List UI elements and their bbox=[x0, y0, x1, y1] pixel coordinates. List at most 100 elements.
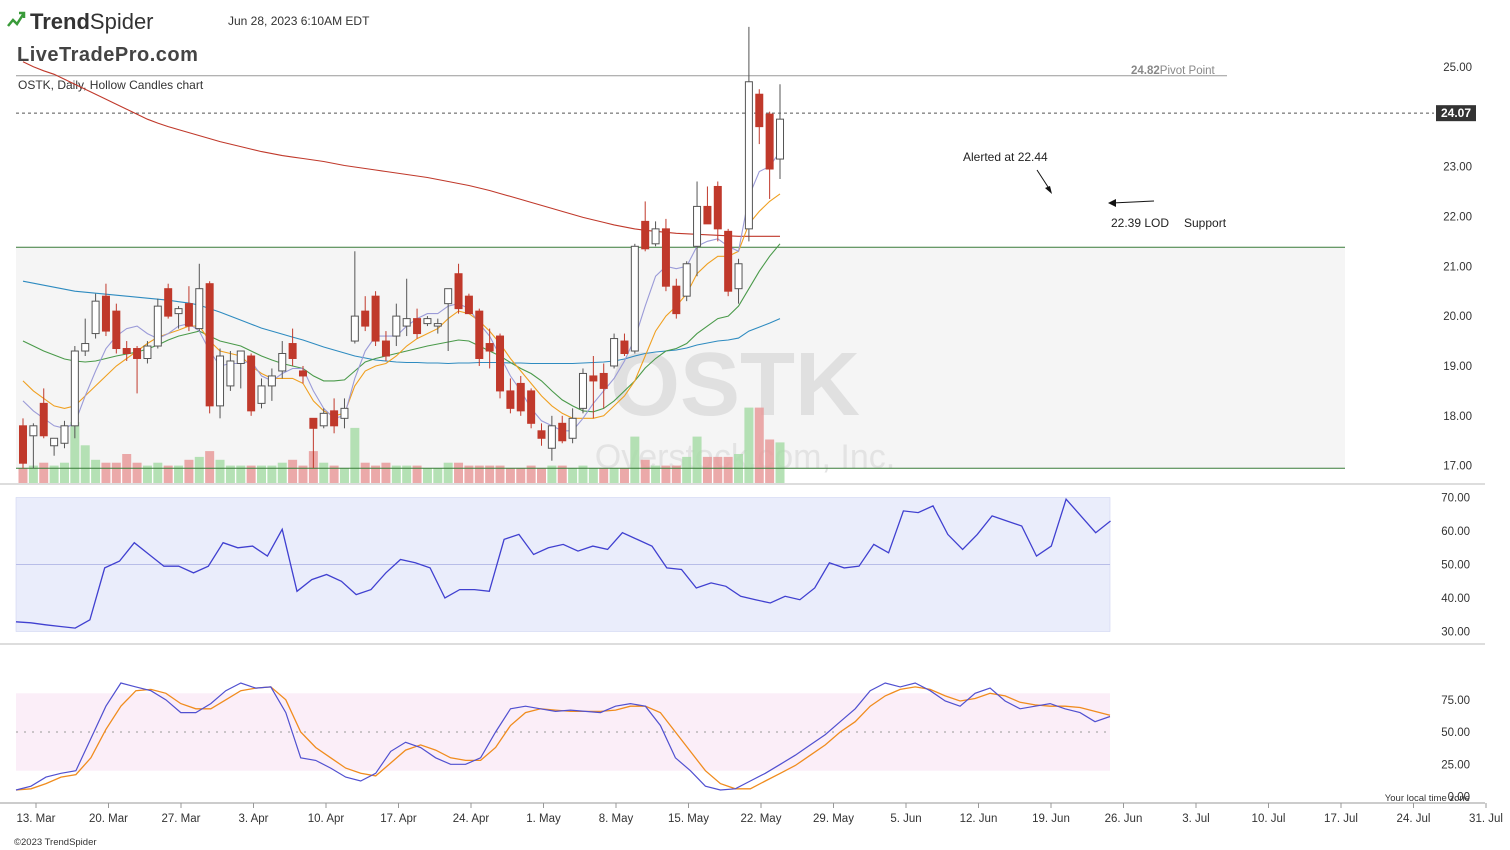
candle-body bbox=[184, 303, 193, 327]
price-panel[interactable]: OSTK Overstock.com, Inc. 24.82Pivot Poin… bbox=[16, 26, 1476, 483]
brand-prefix: Trend bbox=[30, 9, 90, 34]
price-tick-label: 25.00 bbox=[1443, 62, 1472, 74]
trendspider-logo-icon bbox=[7, 11, 26, 27]
volume-bar bbox=[381, 462, 391, 483]
alert-arrow-icon bbox=[1036, 169, 1052, 194]
candle-body bbox=[278, 353, 287, 372]
candle bbox=[475, 308, 484, 366]
candle bbox=[558, 415, 567, 444]
volume-bar bbox=[70, 422, 80, 483]
volume-bar bbox=[568, 468, 578, 483]
candle bbox=[60, 420, 69, 449]
candle bbox=[641, 201, 650, 252]
candle bbox=[184, 286, 193, 332]
candle-body bbox=[599, 372, 608, 389]
x-tick-label: 13. Mar bbox=[17, 813, 56, 825]
candle-body bbox=[70, 350, 79, 427]
annotations: 24.82Pivot Point Alerted at 22.44 22.39 … bbox=[963, 65, 1227, 230]
candle bbox=[247, 353, 256, 416]
x-tick-label: 26. Jun bbox=[1105, 813, 1143, 825]
candle-body bbox=[257, 385, 266, 404]
volume-bar bbox=[505, 468, 515, 483]
candle-body bbox=[247, 355, 256, 412]
candle bbox=[589, 356, 598, 419]
stochastic-panel[interactable]: 75.00 50.00 25.00 0.00 bbox=[15, 682, 1470, 804]
candle-body bbox=[101, 295, 110, 332]
candle-body bbox=[454, 273, 463, 310]
volume-bar bbox=[153, 462, 163, 483]
volume-bar bbox=[537, 468, 546, 483]
alert-text: Alerted at 22.44 bbox=[963, 150, 1048, 164]
candle-body bbox=[537, 430, 546, 439]
candle-body bbox=[216, 355, 225, 407]
candle-body bbox=[205, 283, 214, 407]
candle-body bbox=[693, 205, 702, 247]
candle bbox=[423, 316, 432, 327]
candle bbox=[133, 346, 142, 394]
candle-body bbox=[81, 343, 90, 352]
volume-bar bbox=[495, 465, 505, 483]
candle bbox=[744, 26, 753, 242]
rsi-panel[interactable]: 70.00 60.00 50.00 40.00 30.00 bbox=[15, 493, 1470, 639]
candle-body bbox=[340, 407, 349, 419]
stochastic-tick-label: 75.00 bbox=[1441, 695, 1470, 707]
volume-bar bbox=[80, 445, 90, 483]
volume-bar bbox=[412, 465, 422, 483]
last-price-label: 24.07 bbox=[1436, 105, 1476, 122]
candle bbox=[672, 278, 681, 319]
candle bbox=[485, 328, 494, 369]
volume-bar bbox=[516, 468, 526, 483]
candle-body bbox=[589, 375, 598, 382]
candle bbox=[724, 228, 733, 297]
x-tick-label: 24. Jul bbox=[1397, 813, 1431, 825]
candle-body bbox=[610, 338, 619, 367]
candle bbox=[267, 368, 276, 401]
volume-bar bbox=[267, 465, 277, 483]
candle bbox=[319, 408, 328, 429]
candle bbox=[112, 303, 121, 354]
volume-bar bbox=[339, 468, 349, 483]
candle bbox=[91, 293, 100, 339]
watermark-site: LiveTradePro.com bbox=[17, 44, 198, 66]
price-tick-label: 21.00 bbox=[1443, 261, 1472, 273]
stochastic-background bbox=[16, 693, 1110, 771]
candle-body bbox=[350, 315, 359, 342]
x-axis: 13. Mar 20. Mar 27. Mar 3. Apr 10. Apr 17. Ap… bbox=[17, 803, 1503, 825]
volume-bar bbox=[101, 462, 111, 483]
rsi-tick-label: 30.00 bbox=[1441, 627, 1470, 639]
volume-bar bbox=[599, 468, 609, 483]
rsi-line bbox=[15, 497, 1111, 629]
candle-body bbox=[392, 315, 401, 337]
candle-body bbox=[174, 308, 183, 315]
x-tick-label: 10. Jul bbox=[1252, 813, 1286, 825]
volume-bar bbox=[723, 456, 733, 483]
price-tick-label: 22.00 bbox=[1443, 211, 1472, 223]
rsi-tick-label: 50.00 bbox=[1441, 560, 1470, 572]
candle bbox=[392, 303, 401, 347]
candle-body bbox=[496, 335, 505, 392]
candle-body bbox=[50, 437, 59, 447]
chart-description: OSTK, Daily, Hollow Candles chart bbox=[18, 78, 204, 92]
price-axis: 17.00 18.00 19.00 20.00 21.00 22.00 23.00 25.00 bbox=[1443, 62, 1472, 473]
candle-body bbox=[630, 245, 639, 352]
x-tick-label: 8. May bbox=[599, 813, 634, 825]
candle bbox=[236, 350, 245, 389]
price-tick-label: 17.00 bbox=[1443, 461, 1472, 473]
pivot-text: Pivot Point bbox=[1160, 65, 1216, 77]
candle bbox=[402, 278, 411, 337]
stochastic-k-line bbox=[15, 682, 1111, 791]
x-tick-label: 10. Apr bbox=[308, 813, 345, 825]
candle bbox=[298, 365, 307, 384]
candle bbox=[143, 341, 152, 364]
volume-bar bbox=[661, 465, 671, 483]
volume-bar bbox=[174, 465, 184, 483]
volume-bar bbox=[526, 465, 536, 483]
candle-body bbox=[39, 402, 48, 437]
candle-body bbox=[423, 318, 432, 325]
candle-body bbox=[485, 343, 494, 352]
volume-bar bbox=[702, 456, 712, 483]
candle-body bbox=[734, 263, 743, 290]
candle bbox=[610, 333, 619, 369]
x-tick-label: 20. Mar bbox=[89, 813, 128, 825]
x-tick-label: 3. Apr bbox=[238, 813, 268, 825]
